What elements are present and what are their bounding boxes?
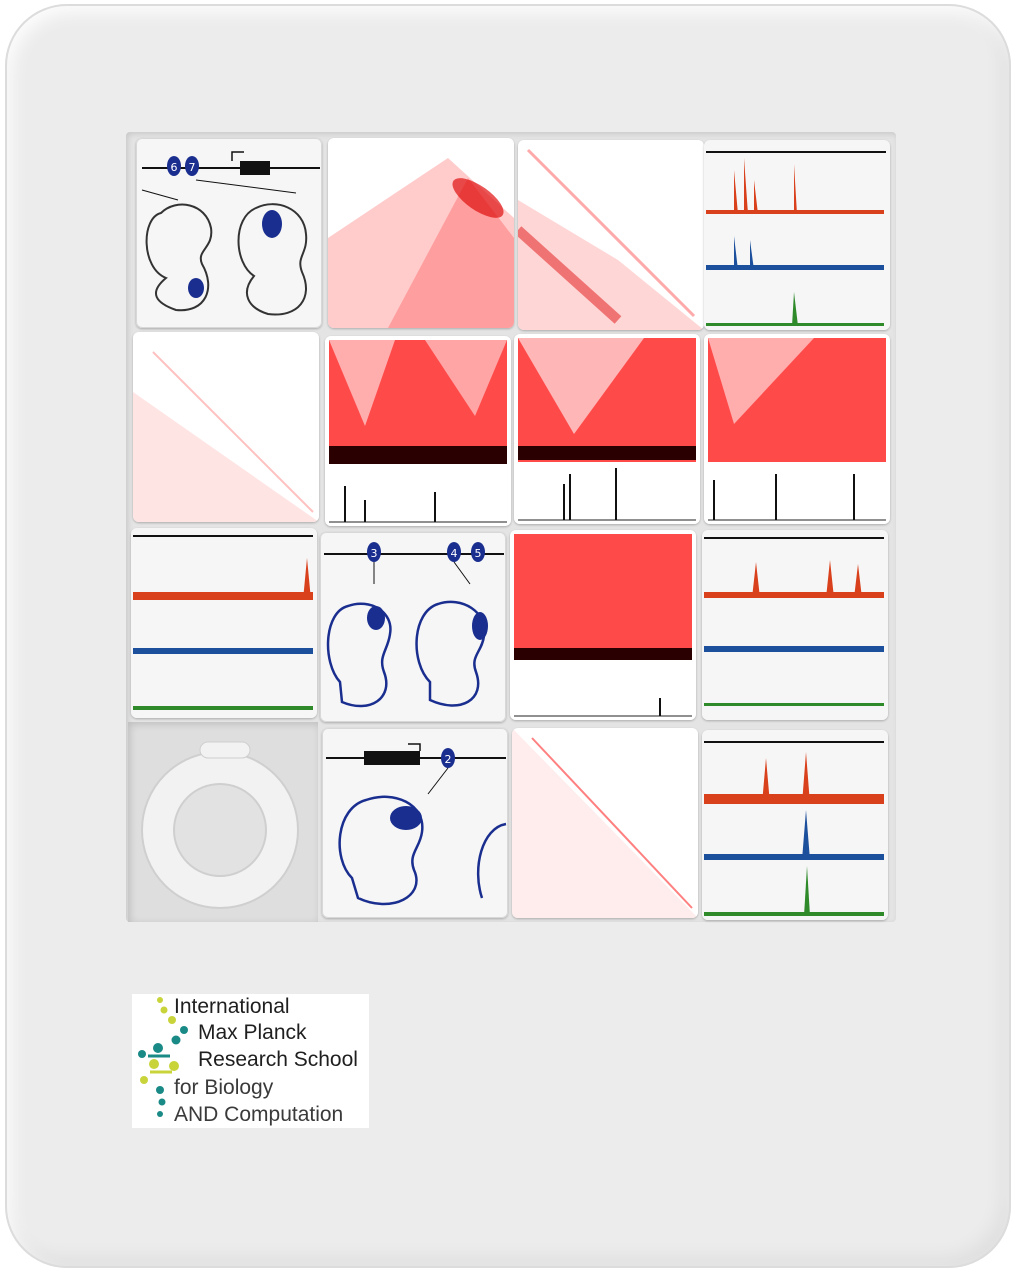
- logo-line-5: AND Computation: [174, 1103, 344, 1126]
- contact-heatmap: [133, 332, 319, 522]
- tile-gene-diagram-67[interactable]: 6 7: [136, 138, 322, 328]
- tile-heatmap-track-3[interactable]: [704, 334, 890, 524]
- logo-line-4: for Biology: [174, 1076, 274, 1099]
- logo-line-2: Max Planck: [198, 1021, 307, 1044]
- tile-heatmap-1[interactable]: [328, 138, 514, 328]
- heatmap-with-track: [514, 334, 700, 524]
- tile-heatmap-2[interactable]: [518, 140, 704, 330]
- tile-heatmap-track-2[interactable]: [514, 334, 700, 524]
- dna-helix-icon: [138, 997, 188, 1117]
- imprs-logo: International Max Planck Research School…: [132, 994, 369, 1128]
- heatmap-with-track: [704, 334, 890, 524]
- gene-label-7: 7: [189, 161, 196, 174]
- tile-heatmap-track-4[interactable]: [510, 530, 696, 720]
- tile-gene-diagram-345[interactable]: 3 4 5: [320, 532, 506, 722]
- tile-signal-tracks-2[interactable]: [131, 528, 317, 718]
- tile-heatmap-3[interactable]: [133, 332, 319, 522]
- gene-label-3: 3: [371, 547, 378, 560]
- tile-signal-tracks-3[interactable]: [702, 530, 888, 720]
- tile-signal-tracks-1[interactable]: [704, 140, 890, 330]
- logo-line-1: International: [174, 995, 290, 1018]
- ring-icon: [141, 741, 299, 909]
- gene-label-4: 4: [451, 547, 458, 560]
- empty-slot: [128, 722, 318, 922]
- gene-label-6: 6: [171, 161, 178, 174]
- tile-heatmap-track-1[interactable]: [325, 336, 511, 526]
- signal-tracks: [702, 530, 888, 720]
- logo-line-3: Research School: [198, 1048, 358, 1071]
- gene-embryo-illustration: 3 4 5: [324, 542, 504, 708]
- heatmap-with-track: [325, 336, 511, 526]
- gene-label-2: 2: [445, 753, 452, 766]
- tile-heatmap-4[interactable]: [512, 728, 698, 918]
- tile-gene-diagram-2[interactable]: 2: [322, 728, 508, 918]
- signal-tracks: [704, 140, 890, 330]
- contact-heatmap: [518, 140, 704, 330]
- gene-embryo-illustration: 2: [326, 743, 507, 906]
- gene-embryo-illustration: 6 7: [141, 151, 320, 316]
- signal-tracks: [131, 528, 317, 718]
- signal-tracks: [702, 730, 888, 920]
- tile-signal-tracks-4[interactable]: [702, 730, 888, 920]
- contact-heatmap: [512, 728, 698, 918]
- gene-label-5: 5: [475, 547, 482, 560]
- heatmap-with-track: [510, 530, 696, 720]
- contact-heatmap: [328, 138, 514, 328]
